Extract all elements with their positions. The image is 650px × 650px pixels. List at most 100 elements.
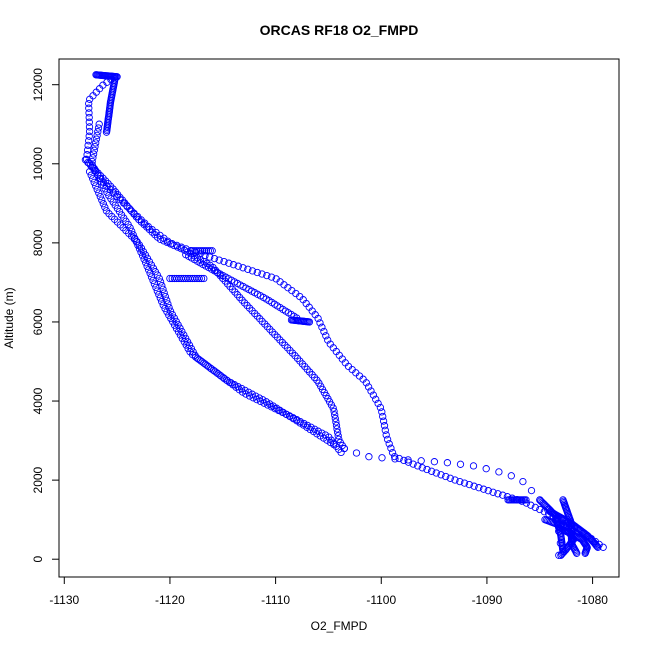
data-point <box>85 137 93 145</box>
data-point <box>204 247 213 255</box>
data-point <box>93 131 101 140</box>
data-point <box>470 482 478 490</box>
data-point <box>146 269 154 277</box>
data-point <box>91 142 99 151</box>
data-point <box>365 453 373 461</box>
data-point <box>206 247 214 255</box>
data-point <box>95 120 103 128</box>
data-point <box>198 247 207 255</box>
data-point <box>275 406 283 415</box>
data-point <box>330 407 338 416</box>
data-point <box>340 444 348 453</box>
data-point <box>99 181 107 190</box>
data-point <box>316 319 324 327</box>
data-point <box>99 200 107 208</box>
data-point <box>456 460 465 468</box>
data-point <box>93 185 101 194</box>
data-point <box>382 431 390 439</box>
data-point <box>158 297 166 306</box>
x-tick-label: -1100 <box>366 593 396 607</box>
data-point <box>197 274 206 283</box>
data-point <box>527 486 536 495</box>
data-point <box>367 387 375 395</box>
data-point <box>264 401 272 409</box>
data-point <box>479 485 488 493</box>
data-point <box>92 139 100 147</box>
data-point <box>85 123 94 131</box>
data-point <box>288 349 297 357</box>
data-point <box>437 471 445 479</box>
data-point <box>378 454 386 462</box>
data-point <box>432 469 440 477</box>
data-point <box>332 418 340 426</box>
data-point <box>173 243 182 251</box>
data-point <box>314 314 322 323</box>
x-tick-label: -1120 <box>155 593 185 607</box>
data-point <box>96 174 104 183</box>
data-point <box>289 414 297 422</box>
data-point <box>197 247 205 255</box>
data-point <box>143 262 151 270</box>
data-point <box>267 273 276 281</box>
data-point <box>296 417 304 426</box>
data-point <box>527 501 535 509</box>
data-point <box>195 274 203 283</box>
data-point <box>163 296 171 304</box>
data-point <box>85 118 93 126</box>
y-tick-label: 0 <box>31 556 45 563</box>
data-point <box>170 241 178 250</box>
y-axis-label: Altitude (m) <box>2 287 16 348</box>
data-point <box>318 429 326 437</box>
data-point <box>258 317 266 326</box>
data-point <box>145 225 154 234</box>
data-point <box>242 390 250 398</box>
data-point <box>499 491 507 499</box>
data-point <box>215 256 223 264</box>
data-point <box>267 403 276 411</box>
data-point <box>101 203 109 211</box>
data-point <box>263 271 271 280</box>
data-point <box>414 462 422 470</box>
data-point <box>85 109 93 117</box>
data-point <box>167 240 175 248</box>
data-point <box>372 395 380 403</box>
data-point <box>594 543 602 551</box>
data-point <box>592 541 601 550</box>
data-point <box>333 425 341 433</box>
y-tick-label: 12000 <box>31 68 45 102</box>
data-point <box>281 341 289 349</box>
data-point <box>484 487 492 495</box>
data-point <box>148 228 156 236</box>
data-point <box>451 476 459 484</box>
data-point <box>251 309 259 318</box>
data-point <box>177 244 185 253</box>
data-point <box>202 247 211 255</box>
data-point <box>249 394 257 402</box>
data-point <box>159 301 167 309</box>
x-axis-label: O2_FMPD <box>311 619 368 633</box>
data-point <box>573 549 581 557</box>
data-point <box>164 300 172 308</box>
data-point <box>322 332 330 340</box>
data-point <box>404 456 412 464</box>
data-point <box>89 154 97 162</box>
data-point <box>271 405 279 413</box>
x-tick-label: -1090 <box>472 593 503 607</box>
y-tick-label: 10000 <box>31 147 45 181</box>
data-point <box>581 549 589 557</box>
data-point <box>558 550 566 558</box>
data-point <box>409 460 417 468</box>
data-point <box>559 549 567 557</box>
data-point <box>273 333 282 341</box>
data-point <box>318 323 326 331</box>
data-point <box>286 346 294 355</box>
x-axis: -1130 -1120 -1110 -1100 -1090 -1080 <box>49 576 608 607</box>
data-point <box>314 427 322 435</box>
data-point <box>495 468 503 476</box>
data-point <box>84 141 92 150</box>
data-point <box>195 247 203 255</box>
data-point <box>423 465 431 474</box>
data-point <box>245 392 254 400</box>
data-point <box>379 417 388 425</box>
